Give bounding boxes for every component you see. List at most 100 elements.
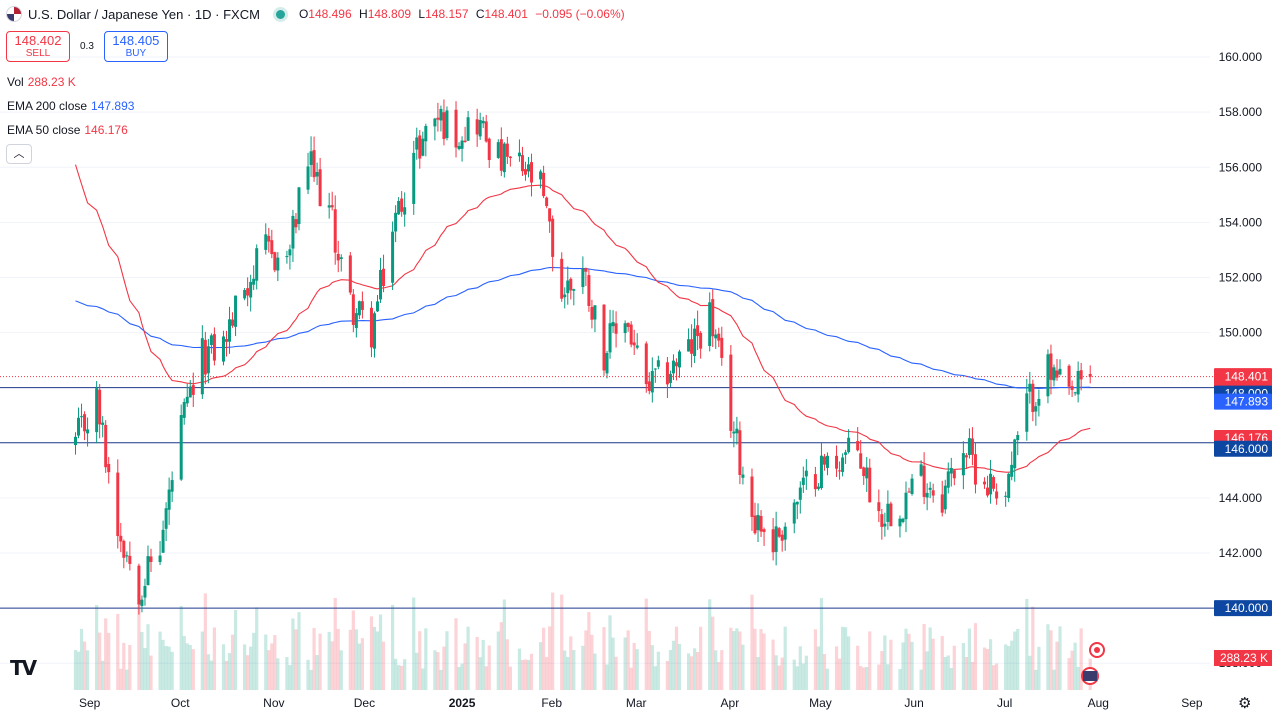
- candle-167: [777, 526, 781, 538]
- settings-gear-icon[interactable]: ⚙: [1238, 695, 1252, 712]
- candle-121: [584, 267, 588, 286]
- close-value: 148.401: [484, 7, 528, 21]
- volume-bar-31: [203, 593, 207, 690]
- candle-body: [961, 453, 965, 476]
- candle-56: [309, 136, 313, 177]
- candle-72: [376, 295, 379, 313]
- candle-75: [391, 221, 395, 290]
- candle-70: [369, 301, 373, 358]
- candle-239: [1079, 362, 1083, 391]
- volume-bar-77: [397, 665, 401, 690]
- candle-body: [835, 455, 839, 469]
- candle-body: [1073, 392, 1077, 394]
- candle-body: [907, 491, 911, 493]
- candle-22: [164, 502, 168, 542]
- candle-body: [234, 295, 238, 327]
- candle-188: [865, 457, 869, 492]
- candle-83: [421, 131, 425, 157]
- candle-118: [569, 277, 573, 300]
- volume-bar-214: [973, 623, 978, 690]
- volume-bar-53: [294, 629, 298, 690]
- high-key: H: [359, 7, 368, 21]
- volume-bar-215: [982, 647, 987, 690]
- volume-bar-187: [862, 667, 866, 690]
- candle-147: [693, 318, 697, 364]
- spread-value: 0.3: [80, 41, 94, 52]
- volume-bar-182: [840, 626, 845, 690]
- x-tick-label-4: 2025: [449, 696, 476, 710]
- candle-197: [904, 481, 908, 533]
- candle-body: [179, 415, 183, 480]
- candle-body: [161, 529, 165, 553]
- candle-10: [116, 459, 120, 549]
- high-value: 148.809: [367, 7, 412, 21]
- candle-127: [608, 309, 612, 359]
- candle-body: [460, 140, 464, 149]
- candle-body: [225, 339, 228, 342]
- candle-4: [86, 417, 90, 447]
- candle-158: [738, 421, 742, 485]
- volume-legend[interactable]: Vol 288.23 K: [7, 75, 76, 89]
- candle-136: [647, 372, 651, 395]
- candle-140: [665, 357, 669, 398]
- candle-body: [360, 301, 364, 310]
- buy-button[interactable]: 148.405 BUY: [103, 31, 168, 62]
- ema200-legend[interactable]: EMA 200 close 147.893: [7, 99, 134, 113]
- candle-body: [95, 388, 99, 433]
- volume-bar-61: [330, 641, 334, 690]
- volume-bar-2: [79, 628, 84, 690]
- candle-155: [729, 344, 733, 438]
- candle-116: [563, 287, 567, 309]
- candle-194: [889, 501, 893, 527]
- ema50-legend[interactable]: EMA 50 close 146.176: [7, 123, 128, 137]
- volume-bar-134: [635, 649, 639, 690]
- candle-body: [771, 529, 775, 553]
- volume-bar-158: [738, 631, 742, 690]
- candle-169: [783, 522, 787, 551]
- candle-body: [825, 455, 829, 468]
- y-tick-label-6: 150.000: [1219, 326, 1263, 340]
- candle-body: [400, 198, 404, 212]
- volume-bar-30: [200, 631, 204, 690]
- candle-body: [647, 381, 651, 391]
- candle-body: [391, 231, 395, 283]
- candle-41: [246, 277, 250, 307]
- collapse-legend-button[interactable]: ︿: [6, 144, 32, 164]
- volume-bar-221: [1007, 646, 1011, 690]
- candle-body: [527, 164, 530, 172]
- candle-37: [228, 306, 232, 354]
- candle-132: [629, 321, 633, 348]
- volume-bar-177: [819, 598, 824, 690]
- candle-body: [508, 156, 512, 159]
- candle-body: [315, 172, 319, 177]
- candle-body: [288, 249, 292, 256]
- trade-panel: 148.402 SELL 0.3 148.405 BUY: [6, 31, 168, 62]
- candle-143: [674, 358, 678, 381]
- volume-bar-50: [285, 657, 289, 690]
- volume-bar-12: [122, 642, 126, 690]
- collapse-chevron-icon: ︿: [13, 148, 25, 160]
- volume-bar-98: [484, 666, 488, 690]
- candle-156: [732, 421, 736, 448]
- volume-bar-219: [995, 663, 999, 690]
- candle-body: [551, 218, 555, 257]
- candle-body: [107, 463, 111, 473]
- candle-191: [880, 508, 884, 540]
- candle-150: [708, 292, 712, 352]
- volume-bar-186: [859, 666, 863, 690]
- candle-160: [750, 468, 754, 531]
- candle-204: [931, 483, 935, 503]
- sell-button[interactable]: 148.402 SELL: [6, 31, 70, 62]
- volume-bar-89: [445, 631, 449, 690]
- candles: [74, 99, 1092, 615]
- y-tick-label-2: 142.000: [1219, 546, 1263, 560]
- candle-69: [360, 291, 364, 319]
- symbol-title[interactable]: U.S. Dollar / Japanese Yen · 1D · FXCM: [28, 6, 260, 22]
- candle-237: [1073, 391, 1077, 396]
- volume-bar-24: [170, 651, 174, 690]
- volume-bar-116: [563, 650, 567, 690]
- candle-body: [542, 172, 546, 197]
- volume-bar-152: [714, 650, 718, 690]
- volume-bar-213: [970, 661, 975, 690]
